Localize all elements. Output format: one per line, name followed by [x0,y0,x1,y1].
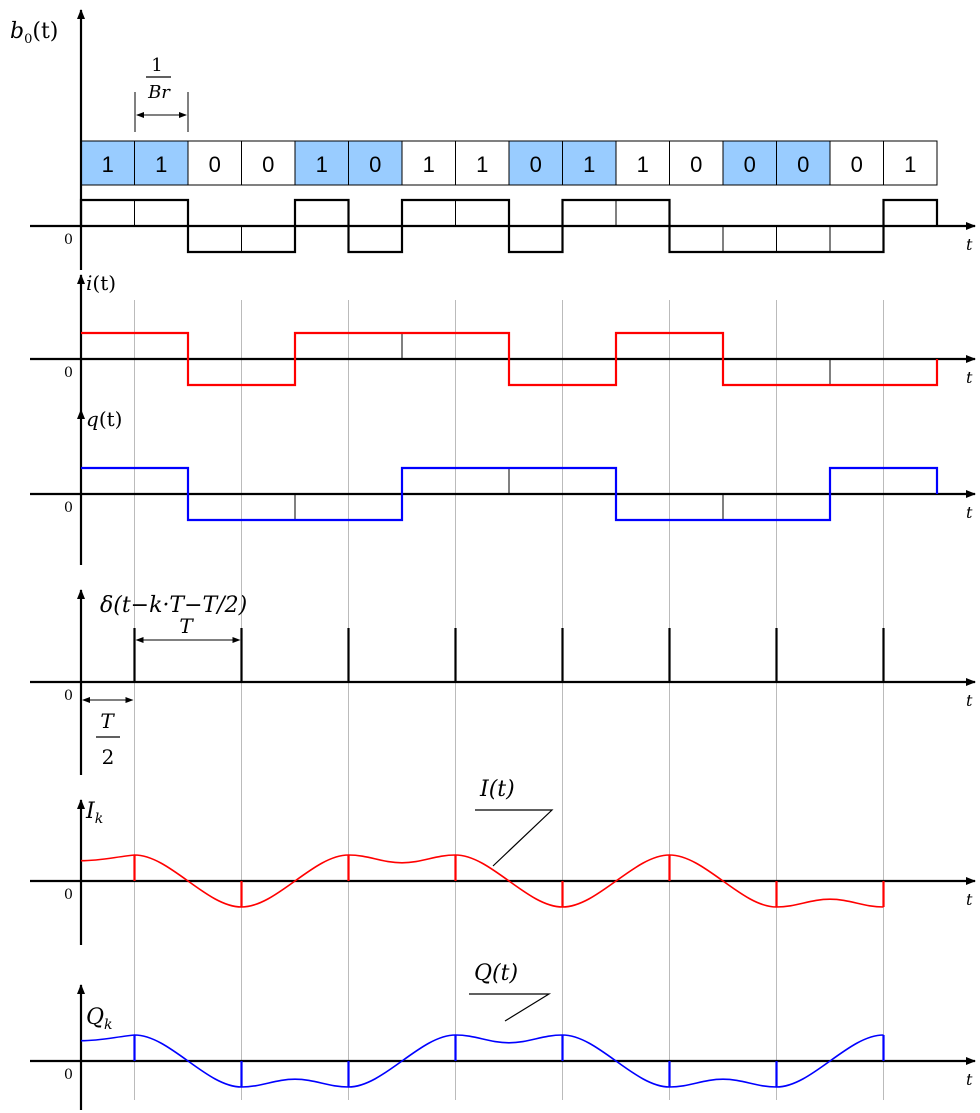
q-waveform [81,466,939,522]
origin-zero-label: 0 [64,232,73,248]
bit-value: 1 [316,152,328,177]
q-trace [81,466,939,522]
I-filtered-waveform [80,854,885,908]
bit-value: 1 [583,152,595,177]
bit-period-numerator: 1 [151,55,162,76]
bit-value: 1 [904,152,916,177]
sampling-grid-lines [134,300,884,1100]
half-period-numerator: T [100,709,115,733]
origin-zero-label: 0 [64,688,73,704]
time-axis-letter: t [966,691,973,710]
bit-value: 0 [530,152,542,177]
bit-value: 0 [690,152,702,177]
time-axis-letter: t [966,235,973,254]
i-label: i(t) [86,271,116,295]
i-trace [81,331,939,387]
bit-value: 1 [423,152,435,177]
I-curve-leader [475,809,554,867]
bit-value: 1 [155,152,167,177]
bit-cell [669,140,724,186]
bit-value: 1 [102,152,114,177]
delta-label: δ(t−k·T−T/2) [100,593,247,618]
bit-cell [776,140,831,186]
bit-value: 1 [476,152,488,177]
bit-cell [883,140,938,186]
bit-cell [615,140,670,186]
bit-value: 1 [637,152,649,177]
bit-value: 0 [744,152,756,177]
bit-cell [508,140,563,186]
labels-group: b0(t) 1 Br i(t) q(t) δ(t−k·T−T/2) T T 2 … [10,19,554,1033]
b0-trace [79,198,939,254]
bit-cell [829,140,884,186]
bit-value: 0 [209,152,221,177]
bit-sequence: 1 1 0 0 1 0 1 1 0 1 1 0 0 0 0 1 [80,92,938,186]
period-T-label: T [179,614,194,638]
bit-value: 0 [369,152,381,177]
b0-waveform [79,198,939,254]
Q-curve-label: Q(t) [474,961,518,986]
bit-cell [455,140,510,186]
half-period-denominator: 2 [102,745,115,769]
time-axis-letter: t [966,368,973,387]
bit-value: 0 [262,152,274,177]
origin-zero-label: 0 [64,1067,73,1083]
origin-zero-label: 0 [64,887,73,903]
bit-value: 0 [797,152,809,177]
q-label: q(t) [86,407,122,431]
time-axis-letter: t [966,1070,973,1089]
I-curve-label: I(t) [479,777,515,802]
b0-label: b0(t) [10,19,58,47]
i-waveform [81,331,939,387]
bit-cell [401,140,456,186]
bit-cell [348,140,403,186]
bit-cell [722,140,777,186]
Q-curve-leader [469,993,552,1022]
bit-value: 0 [851,152,863,177]
bit-period-denominator: Br [147,82,171,103]
time-axis-letter: t [966,890,973,909]
Qk-label: Qk [86,1005,113,1033]
Q-filtered-waveform [80,1034,885,1088]
origin-zero-label: 0 [64,500,73,516]
impulse-train [82,628,885,703]
time-axis-letter: t [966,503,973,522]
Ik-label: Ik [85,799,103,827]
Q-trace [80,1034,884,1088]
bit-cell [134,140,189,186]
origin-zero-label: 0 [64,365,73,381]
